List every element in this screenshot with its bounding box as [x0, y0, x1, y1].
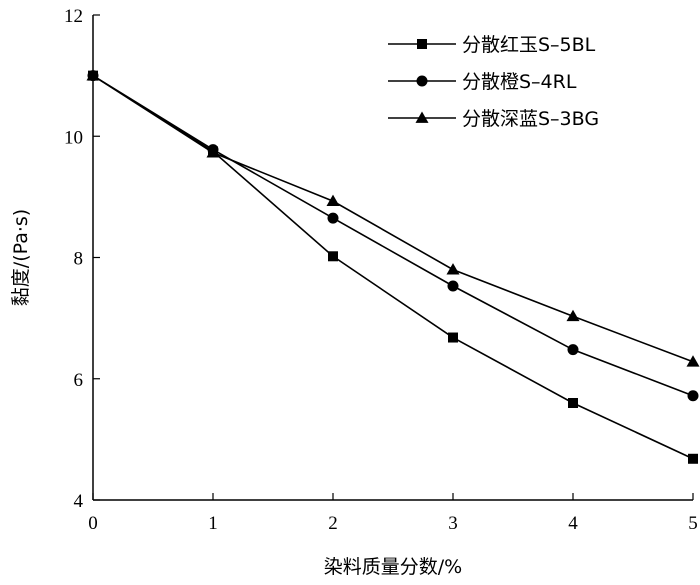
marker-triangle-point [326, 194, 340, 206]
x-tick-label: 2 [328, 513, 338, 534]
marker-square-legend [417, 39, 427, 49]
marker-triangle-point [206, 146, 220, 158]
marker-circle-point [327, 212, 339, 224]
marker-circle-point [447, 280, 459, 292]
marker-circle-legend [416, 75, 428, 87]
y-ticks: 4 6 8 10 12 [64, 6, 100, 512]
series-line [92, 74, 694, 460]
legend-label: 分散深蓝S–3BG [462, 108, 599, 130]
y-tick-label: 6 [74, 370, 84, 391]
legend-label: 分散橙S–4RL [462, 71, 577, 93]
marker-circle-point [567, 344, 579, 356]
y-tick-label: 8 [74, 249, 84, 270]
marker-square-point [448, 332, 458, 343]
legend: 分散红玉S–5BL 分散橙S–4RL 分散深蓝S–3BG [388, 34, 599, 130]
series-3 [86, 69, 700, 367]
legend-item: 分散橙S–4RL [388, 71, 577, 93]
marker-triangle-point [86, 69, 100, 81]
x-tick-label: 5 [688, 513, 698, 534]
marker-triangle-point [566, 309, 580, 322]
x-tick-label: 3 [448, 513, 458, 534]
marker-triangle-point [686, 355, 700, 367]
x-axis-label: 染料质量分数/% [324, 556, 462, 578]
x-tick-label: 4 [568, 513, 578, 534]
marker-circle-point [687, 390, 699, 402]
axes [92, 15, 693, 501]
marker-square-point [328, 251, 338, 262]
x-ticks: 0 1 2 3 4 5 [88, 493, 698, 534]
marker-square-point [568, 398, 578, 408]
series-line [92, 74, 694, 363]
series-line [92, 74, 694, 397]
y-tick-label: 4 [74, 491, 84, 512]
marker-triangle-legend [415, 111, 429, 123]
legend-label: 分散红玉S–5BL [462, 34, 596, 56]
series-group [86, 69, 700, 464]
y-axis-label: 黏度/(Pa·s) [10, 209, 32, 306]
marker-square-point [688, 453, 698, 464]
marker-triangle-point [446, 263, 460, 275]
legend-item: 分散深蓝S–3BG [388, 108, 599, 130]
legend-item: 分散红玉S–5BL [388, 34, 596, 56]
y-tick-label: 10 [64, 127, 83, 148]
y-tick-label: 12 [64, 6, 83, 27]
x-tick-label: 1 [208, 513, 218, 534]
x-tick-label: 0 [88, 513, 98, 534]
